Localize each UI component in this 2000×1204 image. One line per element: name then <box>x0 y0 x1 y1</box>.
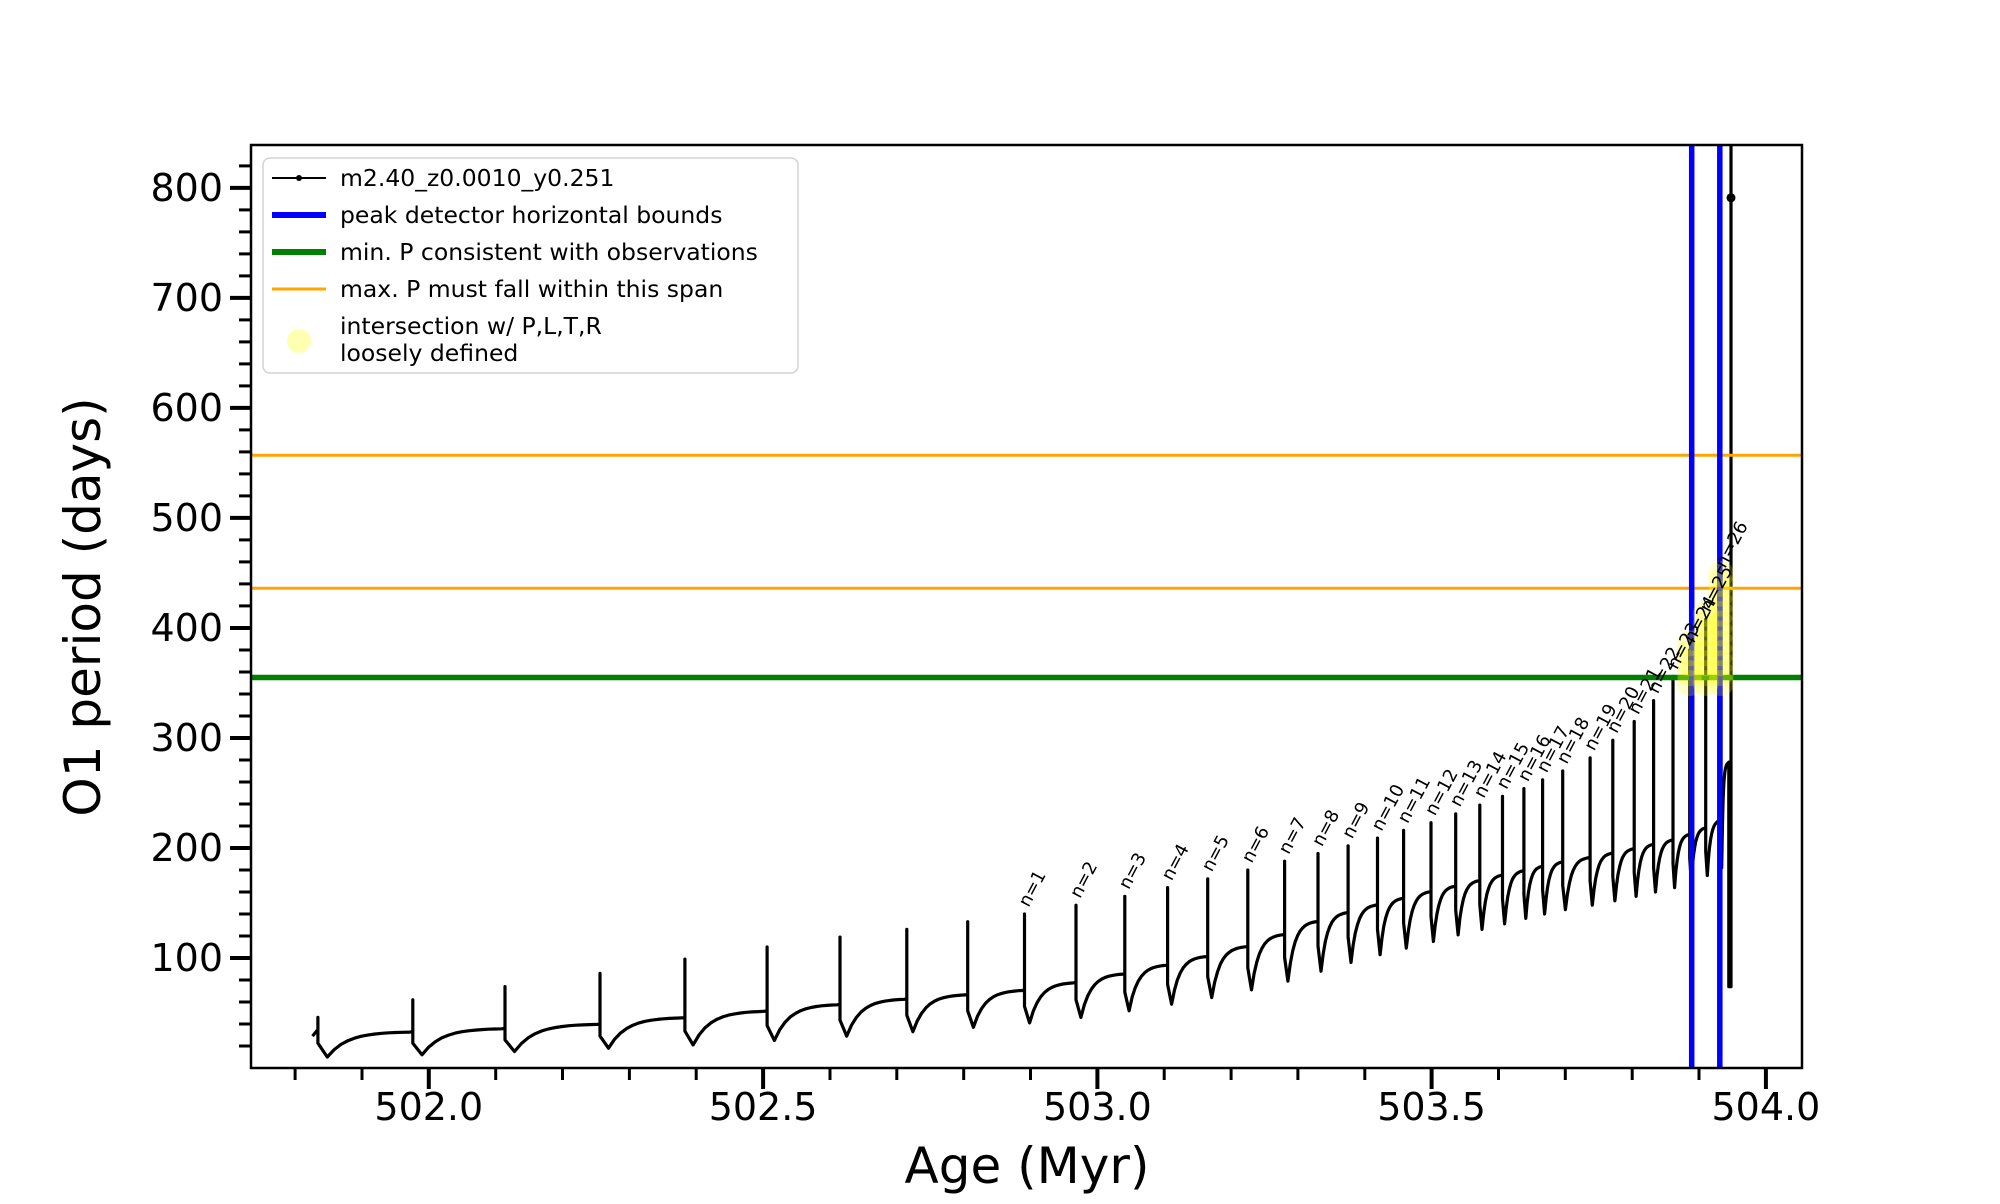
legend-series-label: m2.40_z0.0010_y0.251 <box>340 164 614 192</box>
intersection-scatter-dot <box>1708 650 1735 677</box>
intersection-scatter-dot <box>1708 640 1735 667</box>
spike-label: n=6 <box>1238 823 1274 866</box>
intersection-scatter-dot <box>1708 660 1735 687</box>
legend-entry-min-p: min. P consistent with observations <box>272 238 758 266</box>
spike-label: n=3 <box>1115 849 1151 892</box>
intersection-scatter-dot <box>1676 650 1703 677</box>
x-tick-label: 502.0 <box>374 1085 483 1129</box>
legend-blue-label: peak detector horizontal bounds <box>340 201 722 229</box>
series-marker-sample <box>296 175 302 181</box>
legend: m2.40_z0.0010_y0.251 peak detector horiz… <box>262 157 799 374</box>
intersection-scatter-dot <box>1708 561 1735 587</box>
x-axis-label: Age (Myr) <box>905 1137 1150 1195</box>
spike-label: n=2 <box>1066 858 1102 901</box>
legend-box <box>262 157 799 374</box>
intersection-scatter-dot <box>1692 640 1719 667</box>
intersection-scatter-dot <box>1692 630 1719 657</box>
y-tick-label: 500 <box>150 496 223 540</box>
plot-spines <box>249 143 1804 1070</box>
y-tick-label: 100 <box>150 936 223 980</box>
spike-label: n=8 <box>1308 806 1344 849</box>
legend-yellow-label-line1: intersection w/ P,L,T,R <box>340 312 602 340</box>
intersection-scatter-dot <box>1692 620 1719 647</box>
spike-label: n=1 <box>1014 867 1050 910</box>
x-tick-label: 503.0 <box>1043 1085 1152 1129</box>
legend-entry-series: m2.40_z0.0010_y0.251 <box>272 164 614 192</box>
series-track <box>311 145 1733 1059</box>
intersection-scatter-dot <box>1692 660 1719 687</box>
intersection-scatter-dot <box>1676 670 1703 696</box>
legend-entry-max-p: max. P must fall within this span <box>272 275 723 303</box>
intersection-scatter-dot <box>1708 570 1735 597</box>
intersection-scatter-dot <box>1676 640 1703 667</box>
intersection-scatter-dot <box>1708 630 1735 657</box>
y-tick-label: 300 <box>150 716 223 760</box>
y-tick-label: 200 <box>150 826 223 870</box>
legend-entry-intersection: intersection w/ P,L,T,R loosely defined <box>287 312 602 367</box>
intersection-scatter-dot <box>1692 610 1719 637</box>
x-tick-label: 504.0 <box>1712 1085 1821 1129</box>
intersection-scatter-dot <box>1692 650 1719 677</box>
intersection-scatter-dot <box>1692 670 1719 696</box>
intersection-scatter-dot <box>1676 660 1703 687</box>
legend-yellow-label-line2: loosely defined <box>340 339 518 367</box>
y-axis-label: O1 period (days) <box>54 397 112 816</box>
intersection-scatter-dot <box>1708 610 1735 637</box>
series-end-marker <box>1726 193 1736 203</box>
intersection-scatter-dot <box>1676 630 1703 657</box>
y-tick-label: 400 <box>150 606 223 650</box>
x-tick-label: 503.5 <box>1377 1085 1486 1129</box>
intersection-scatter-dot <box>1708 600 1735 627</box>
intersection-scatter-dot <box>1708 620 1735 647</box>
y-tick-label: 700 <box>150 276 223 320</box>
y-tick-label: 800 <box>150 166 223 210</box>
spike-label: n=5 <box>1198 832 1234 875</box>
intersection-scatter-dot <box>1708 580 1735 607</box>
yellow-marker-sample <box>287 329 311 353</box>
intersection-scatter-dot <box>1708 590 1735 617</box>
intersection-scatter-dot <box>1692 600 1719 627</box>
legend-entry-peak-bounds: peak detector horizontal bounds <box>272 201 722 229</box>
legend-orange-label: max. P must fall within this span <box>340 275 723 303</box>
y-tick-label: 600 <box>150 386 223 430</box>
x-tick-label: 502.5 <box>709 1085 818 1129</box>
intersection-scatter-dot <box>1708 670 1735 696</box>
spike-label: n=7 <box>1274 814 1310 857</box>
spike-label: n=4 <box>1157 841 1193 884</box>
legend-green-label: min. P consistent with observations <box>340 238 758 266</box>
